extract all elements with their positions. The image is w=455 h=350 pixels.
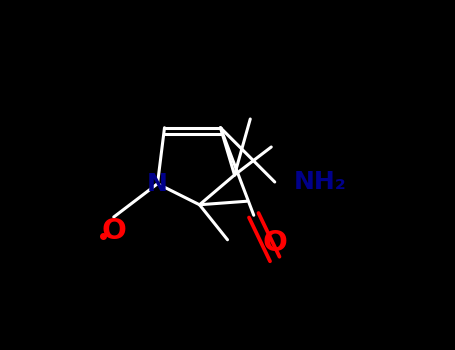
- Text: N: N: [147, 172, 168, 196]
- Text: O: O: [263, 229, 287, 257]
- Text: O: O: [101, 217, 126, 245]
- Text: NH₂: NH₂: [294, 170, 347, 194]
